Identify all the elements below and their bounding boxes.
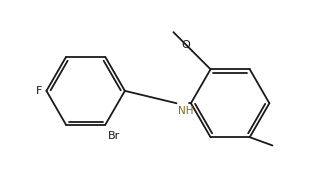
Text: Br: Br: [109, 131, 121, 141]
Text: F: F: [36, 86, 42, 96]
Text: NH: NH: [177, 106, 193, 116]
Text: O: O: [181, 40, 190, 50]
